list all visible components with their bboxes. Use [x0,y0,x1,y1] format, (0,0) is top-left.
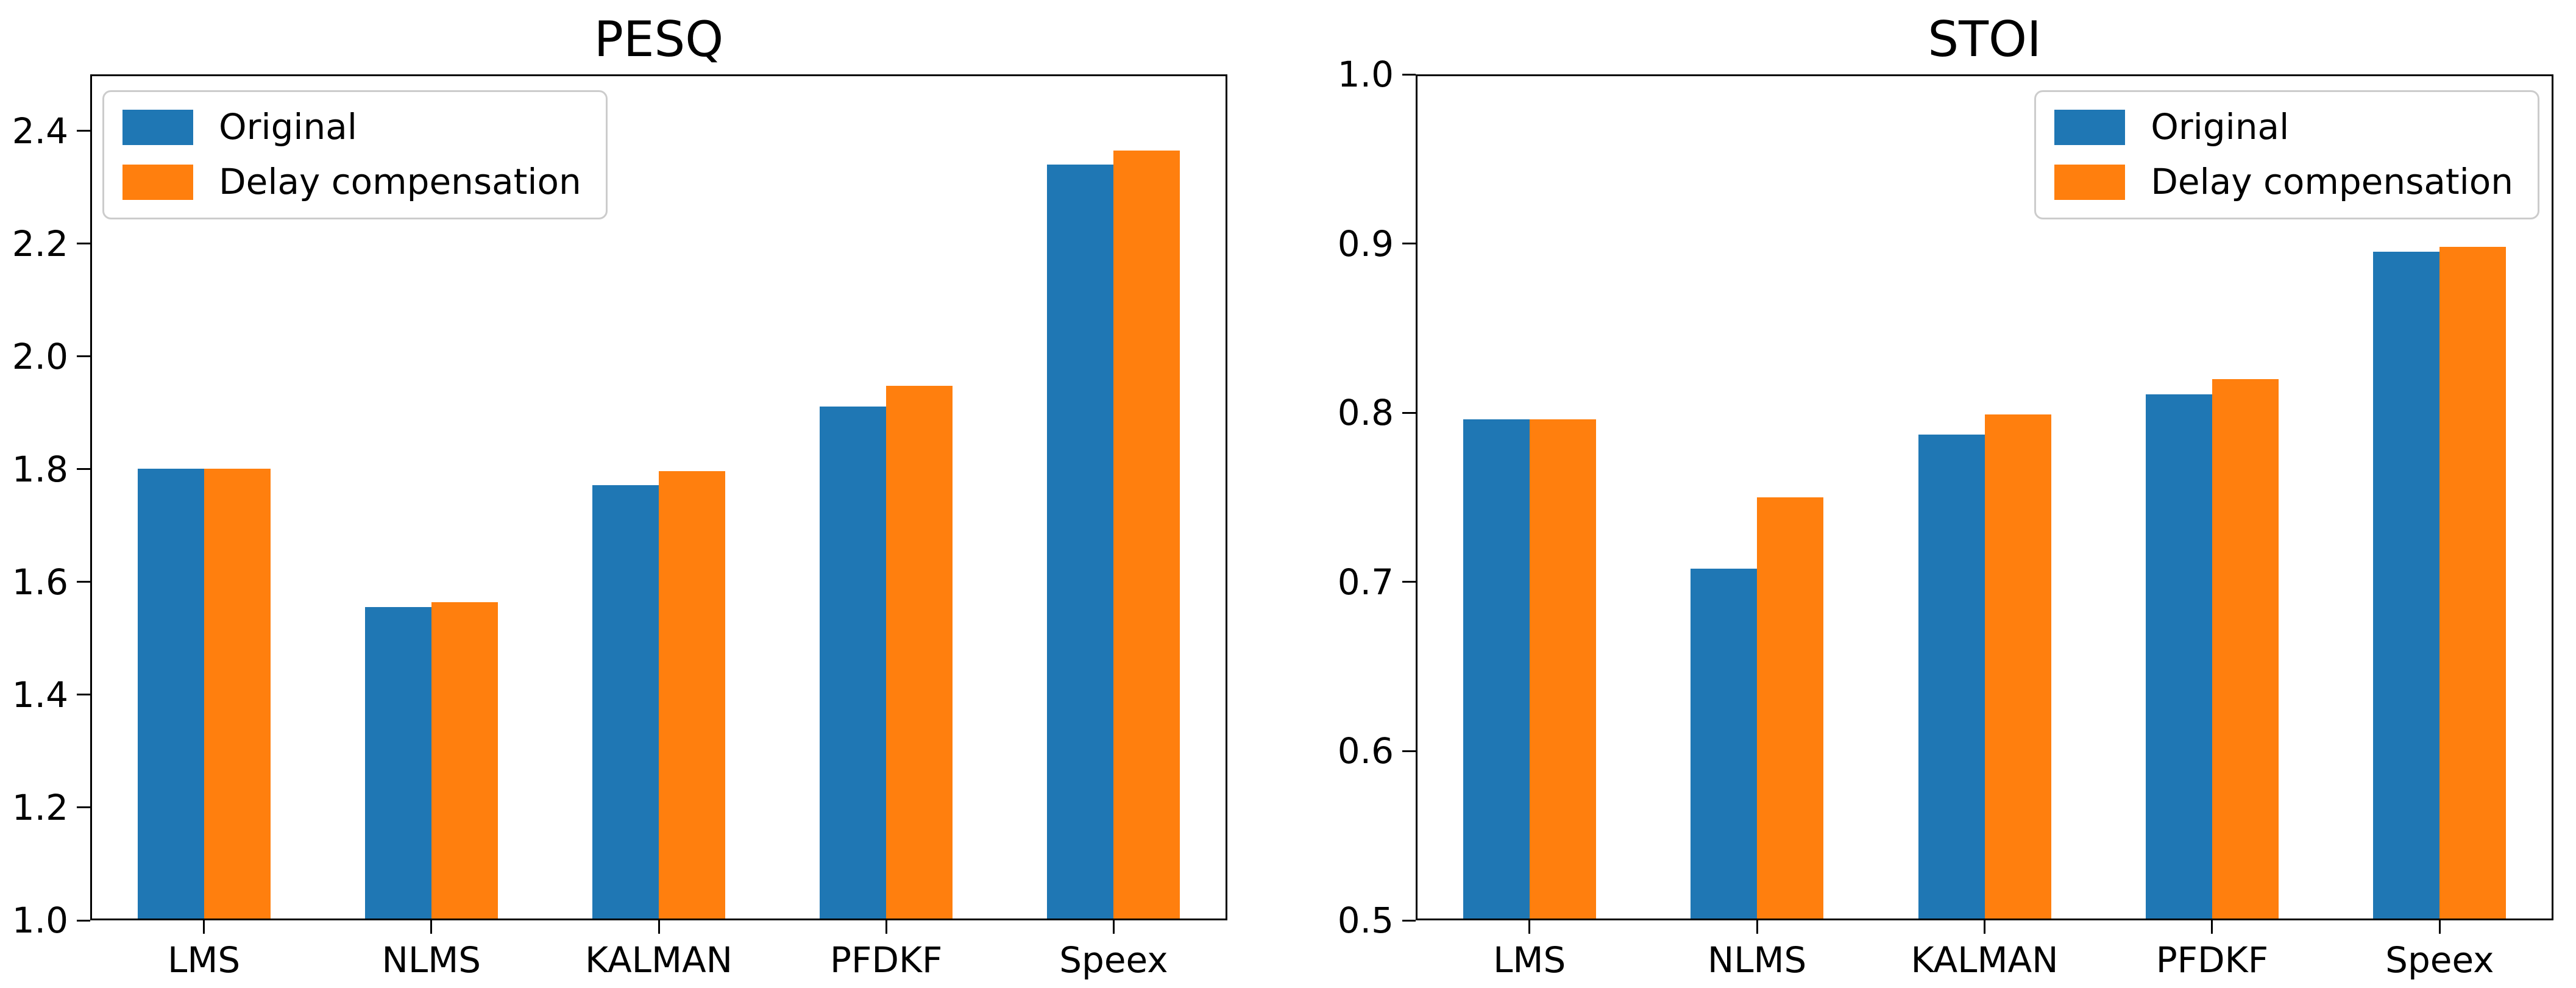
y-tick-label: 0.8 [1337,392,1394,434]
legend-label-original: Original [219,106,357,147]
y-tick-mark [1402,73,1416,76]
y-tick-label: 0.5 [1337,900,1394,941]
bar-delay-compensation-pfdkf [2212,378,2279,919]
y-tick-label: 1.0 [1337,54,1394,95]
x-tick-mark [1528,920,1531,934]
y-tick-label: 1.2 [12,786,68,828]
bar-original-nlms [1691,568,1758,919]
legend-pesq: Original Delay compensation [102,90,608,219]
y-tick-mark [77,919,90,922]
y-tick-mark [1402,750,1416,752]
bar-original-speex [1047,165,1114,919]
bar-delay-compensation-kalman [1984,414,2051,919]
y-tick-label: 2.4 [12,110,68,152]
legend-swatch-delay-compensation [122,164,193,200]
x-tick-label: LMS [1493,939,1566,981]
y-tick-label: 1.4 [12,673,68,716]
legend-item-original: Original [2054,106,2513,147]
bar-original-nlms [364,606,431,919]
x-tick-mark [203,920,205,934]
y-tick-mark [77,468,90,471]
x-tick-label: PFDKF [2156,939,2269,981]
bar-delay-compensation-kalman [659,471,725,919]
bar-original-kalman [1918,435,1985,919]
bar-delay-compensation-lms [1529,419,1596,919]
y-tick-mark [77,581,90,583]
x-tick-label: KALMAN [584,939,733,981]
x-tick-mark [2438,920,2441,934]
y-tick-mark [1402,411,1416,414]
y-tick-label: 2.0 [12,335,68,377]
x-tick-label: Speex [2385,939,2494,981]
x-tick-label: KALMAN [1911,939,2059,981]
y-tick-label: 2.2 [12,222,68,265]
legend-label-original: Original [2151,106,2290,147]
x-tick-mark [2211,920,2213,934]
legend-swatch-original [2054,109,2126,145]
y-tick-label: 1.0 [12,900,68,941]
bar-original-lms [1463,419,1530,919]
y-tick-label: 1.6 [12,561,68,603]
bar-original-kalman [592,485,659,919]
legend-swatch-delay-compensation [2054,164,2126,200]
y-tick-mark [77,130,90,132]
legend-label-delay-compensation: Delay compensation [219,160,581,202]
x-tick-label: NLMS [381,939,481,981]
y-tick-mark [77,694,90,696]
y-tick-label: 0.6 [1337,730,1394,772]
x-tick-label: PFDKF [829,939,943,981]
x-tick-mark [430,920,433,934]
y-tick-mark [77,355,90,358]
bar-original-pfdkf [820,407,887,919]
bar-delay-compensation-nlms [1757,497,1824,919]
legend-item-original: Original [122,106,581,147]
bar-delay-compensation-lms [204,468,271,919]
y-tick-label: 0.9 [1337,222,1394,265]
x-tick-mark [658,920,660,934]
x-tick-mark [1112,920,1115,934]
x-tick-mark [1756,920,1758,934]
x-tick-label: Speex [1059,939,1168,981]
bar-original-lms [137,468,204,919]
y-tick-mark [1402,919,1416,922]
chart-title-stoi: STOI [1928,11,2042,68]
bar-original-speex [2373,252,2440,919]
bar-delay-compensation-nlms [431,602,498,919]
y-tick-label: 0.7 [1337,561,1394,603]
bar-delay-compensation-pfdkf [886,385,953,919]
legend-stoi: Original Delay compensation [2034,90,2539,219]
x-tick-mark [1984,920,1985,934]
x-tick-mark [885,920,887,934]
x-tick-label: LMS [168,939,241,981]
legend-item-delay-compensation: Delay compensation [2054,160,2513,202]
bar-delay-compensation-speex [1113,150,1180,919]
y-tick-mark [77,806,90,809]
y-tick-label: 1.8 [12,448,68,490]
legend-label-delay-compensation: Delay compensation [2151,160,2513,202]
y-tick-mark [77,243,90,245]
bar-original-pfdkf [2145,394,2212,919]
y-tick-mark [1402,581,1416,583]
legend-item-delay-compensation: Delay compensation [122,160,581,202]
bar-delay-compensation-speex [2439,247,2507,919]
y-tick-mark [1402,243,1416,245]
legend-swatch-original [122,109,193,145]
chart-title-pesq: PESQ [594,11,724,68]
x-tick-label: NLMS [1707,939,1807,981]
